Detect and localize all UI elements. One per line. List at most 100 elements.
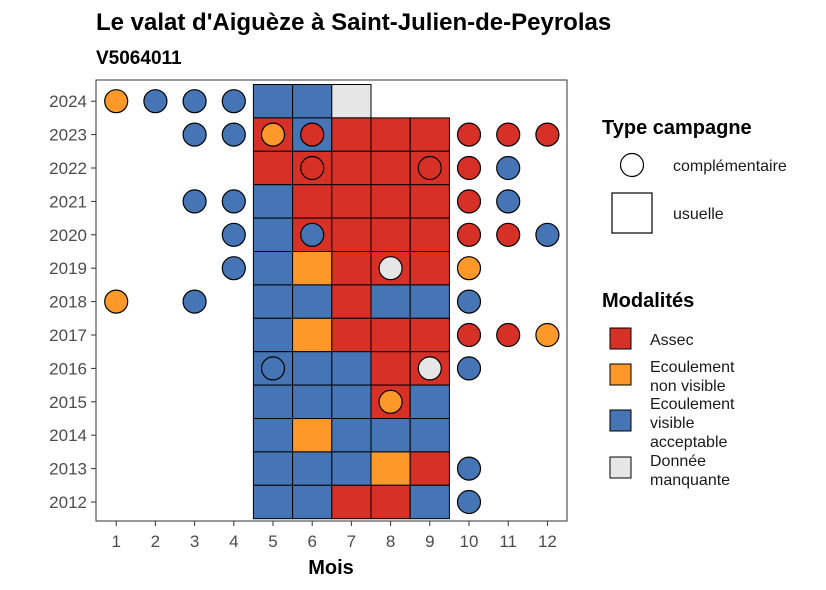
panel-border bbox=[95, 79, 568, 522]
x-tick-label: 3 bbox=[190, 532, 199, 551]
square-2024-5 bbox=[252, 84, 294, 119]
square-2022-8 bbox=[370, 150, 411, 186]
x-axis-label: Mois bbox=[308, 557, 354, 579]
circle-2022-10 bbox=[456, 155, 482, 181]
legend: Type campagne complémentaire usuelle Modali… bbox=[602, 117, 787, 489]
circle-2016-5 bbox=[260, 356, 286, 381]
circle-2016-10 bbox=[456, 356, 482, 381]
x-tick-label: 12 bbox=[538, 532, 557, 551]
legend-label-ecoulement-visible-acceptable: Ecoulement visible acceptable bbox=[650, 396, 735, 451]
square-2016-8 bbox=[370, 351, 411, 386]
square-2013-6 bbox=[292, 451, 333, 486]
square-2014-7 bbox=[331, 418, 372, 453]
x-tick-label: 4 bbox=[229, 532, 238, 551]
circle-2024-3 bbox=[182, 89, 207, 114]
circle-2023-10 bbox=[456, 122, 482, 147]
legend-label-usuelle: usuelle bbox=[673, 206, 724, 223]
square-2024-7 bbox=[331, 84, 372, 119]
square-2016-7 bbox=[331, 351, 372, 386]
square-2014-9 bbox=[409, 418, 450, 453]
y-tick-label: 2021 bbox=[49, 192, 87, 211]
circle-2021-10 bbox=[456, 189, 482, 214]
circle-2019-10 bbox=[456, 256, 482, 281]
square-2019-5 bbox=[252, 251, 294, 286]
circle-2023-6 bbox=[300, 122, 325, 147]
circle-2019-8 bbox=[378, 256, 403, 281]
x-tick-label: 7 bbox=[347, 532, 356, 551]
square-2023-8 bbox=[370, 117, 411, 152]
circle-2020-11 bbox=[496, 222, 521, 247]
square-2015-5 bbox=[252, 384, 294, 420]
usual-squares bbox=[252, 84, 450, 520]
square-2019-7 bbox=[331, 251, 372, 286]
legend-label-assec: Assec bbox=[650, 332, 694, 349]
square-2017-5 bbox=[252, 317, 294, 353]
y-axis: 2012 2013 2014 2015 2016 2017 2018 2019 2020 2021… bbox=[49, 92, 96, 512]
square-2020-9 bbox=[409, 217, 450, 253]
square-2012-7 bbox=[331, 484, 372, 520]
y-tick-label: 2020 bbox=[49, 226, 87, 245]
circle-2024-1 bbox=[104, 89, 129, 114]
circle-2019-4 bbox=[221, 256, 246, 281]
chart-subtitle: V5064011 bbox=[96, 48, 182, 69]
legend-label-ecoulement-non-visible: Ecoulement non visible bbox=[650, 359, 735, 395]
square-2014-8 bbox=[370, 418, 411, 453]
circle-2024-2 bbox=[143, 89, 168, 114]
legend-label-complementaire: complémentaire bbox=[673, 158, 787, 175]
circle-2022-9 bbox=[417, 155, 442, 181]
legend-modalites-title: Modalités bbox=[602, 290, 694, 312]
square-2012-8 bbox=[370, 484, 411, 520]
circle-2018-1 bbox=[104, 289, 129, 314]
circle-2021-4 bbox=[221, 189, 246, 214]
circle-2023-5 bbox=[260, 122, 286, 147]
y-tick-label: 2017 bbox=[49, 326, 87, 345]
square-2015-7 bbox=[331, 384, 372, 420]
circle-2018-10 bbox=[456, 289, 482, 314]
circle-2023-11 bbox=[496, 122, 521, 147]
circle-2023-4 bbox=[221, 122, 246, 147]
y-tick-label: 2018 bbox=[49, 293, 87, 312]
square-2013-7 bbox=[331, 451, 372, 486]
y-tick-label: 2019 bbox=[49, 259, 87, 278]
y-tick-label: 2022 bbox=[49, 159, 87, 178]
square-2023-9 bbox=[409, 117, 450, 152]
square-2018-9 bbox=[409, 284, 450, 319]
square-2021-9 bbox=[409, 184, 450, 219]
square-2020-8 bbox=[370, 217, 411, 253]
square-2022-7 bbox=[331, 150, 372, 186]
circle-2021-11 bbox=[496, 189, 521, 214]
square-2017-8 bbox=[370, 317, 411, 353]
circle-2020-6 bbox=[300, 222, 325, 247]
circle-2020-10 bbox=[456, 222, 482, 247]
y-tick-label: 2014 bbox=[49, 426, 87, 445]
circle-2016-9 bbox=[417, 356, 442, 381]
square-2012-5 bbox=[252, 484, 294, 520]
circle-2018-3 bbox=[182, 289, 207, 314]
circle-2024-4 bbox=[221, 89, 246, 114]
circle-2020-4 bbox=[221, 222, 246, 247]
square-2021-8 bbox=[370, 184, 411, 219]
y-tick-label: 2013 bbox=[49, 460, 87, 479]
square-2021-7 bbox=[331, 184, 372, 219]
square-2017-7 bbox=[331, 317, 372, 353]
legend-key-usuelle bbox=[611, 192, 653, 234]
legend-key-ecoulement-non-visible bbox=[609, 363, 632, 386]
square-2021-6 bbox=[292, 184, 333, 219]
circle-2017-11 bbox=[496, 322, 521, 348]
square-2014-5 bbox=[252, 418, 294, 453]
x-tick-label: 9 bbox=[425, 532, 434, 551]
x-tick-label: 6 bbox=[307, 532, 316, 551]
square-2018-8 bbox=[370, 284, 411, 319]
y-tick-label: 2012 bbox=[49, 493, 87, 512]
x-tick-label: 1 bbox=[111, 532, 120, 551]
circle-2023-3 bbox=[182, 122, 207, 147]
circle-2012-10 bbox=[456, 489, 482, 515]
square-2020-5 bbox=[252, 217, 294, 253]
square-2021-5 bbox=[252, 184, 294, 219]
square-2019-9 bbox=[409, 251, 450, 286]
square-2016-6 bbox=[292, 351, 333, 386]
square-2022-5 bbox=[252, 150, 294, 186]
x-tick-label: 8 bbox=[386, 532, 395, 551]
square-2013-8 bbox=[370, 451, 411, 486]
square-2023-7 bbox=[331, 117, 372, 152]
